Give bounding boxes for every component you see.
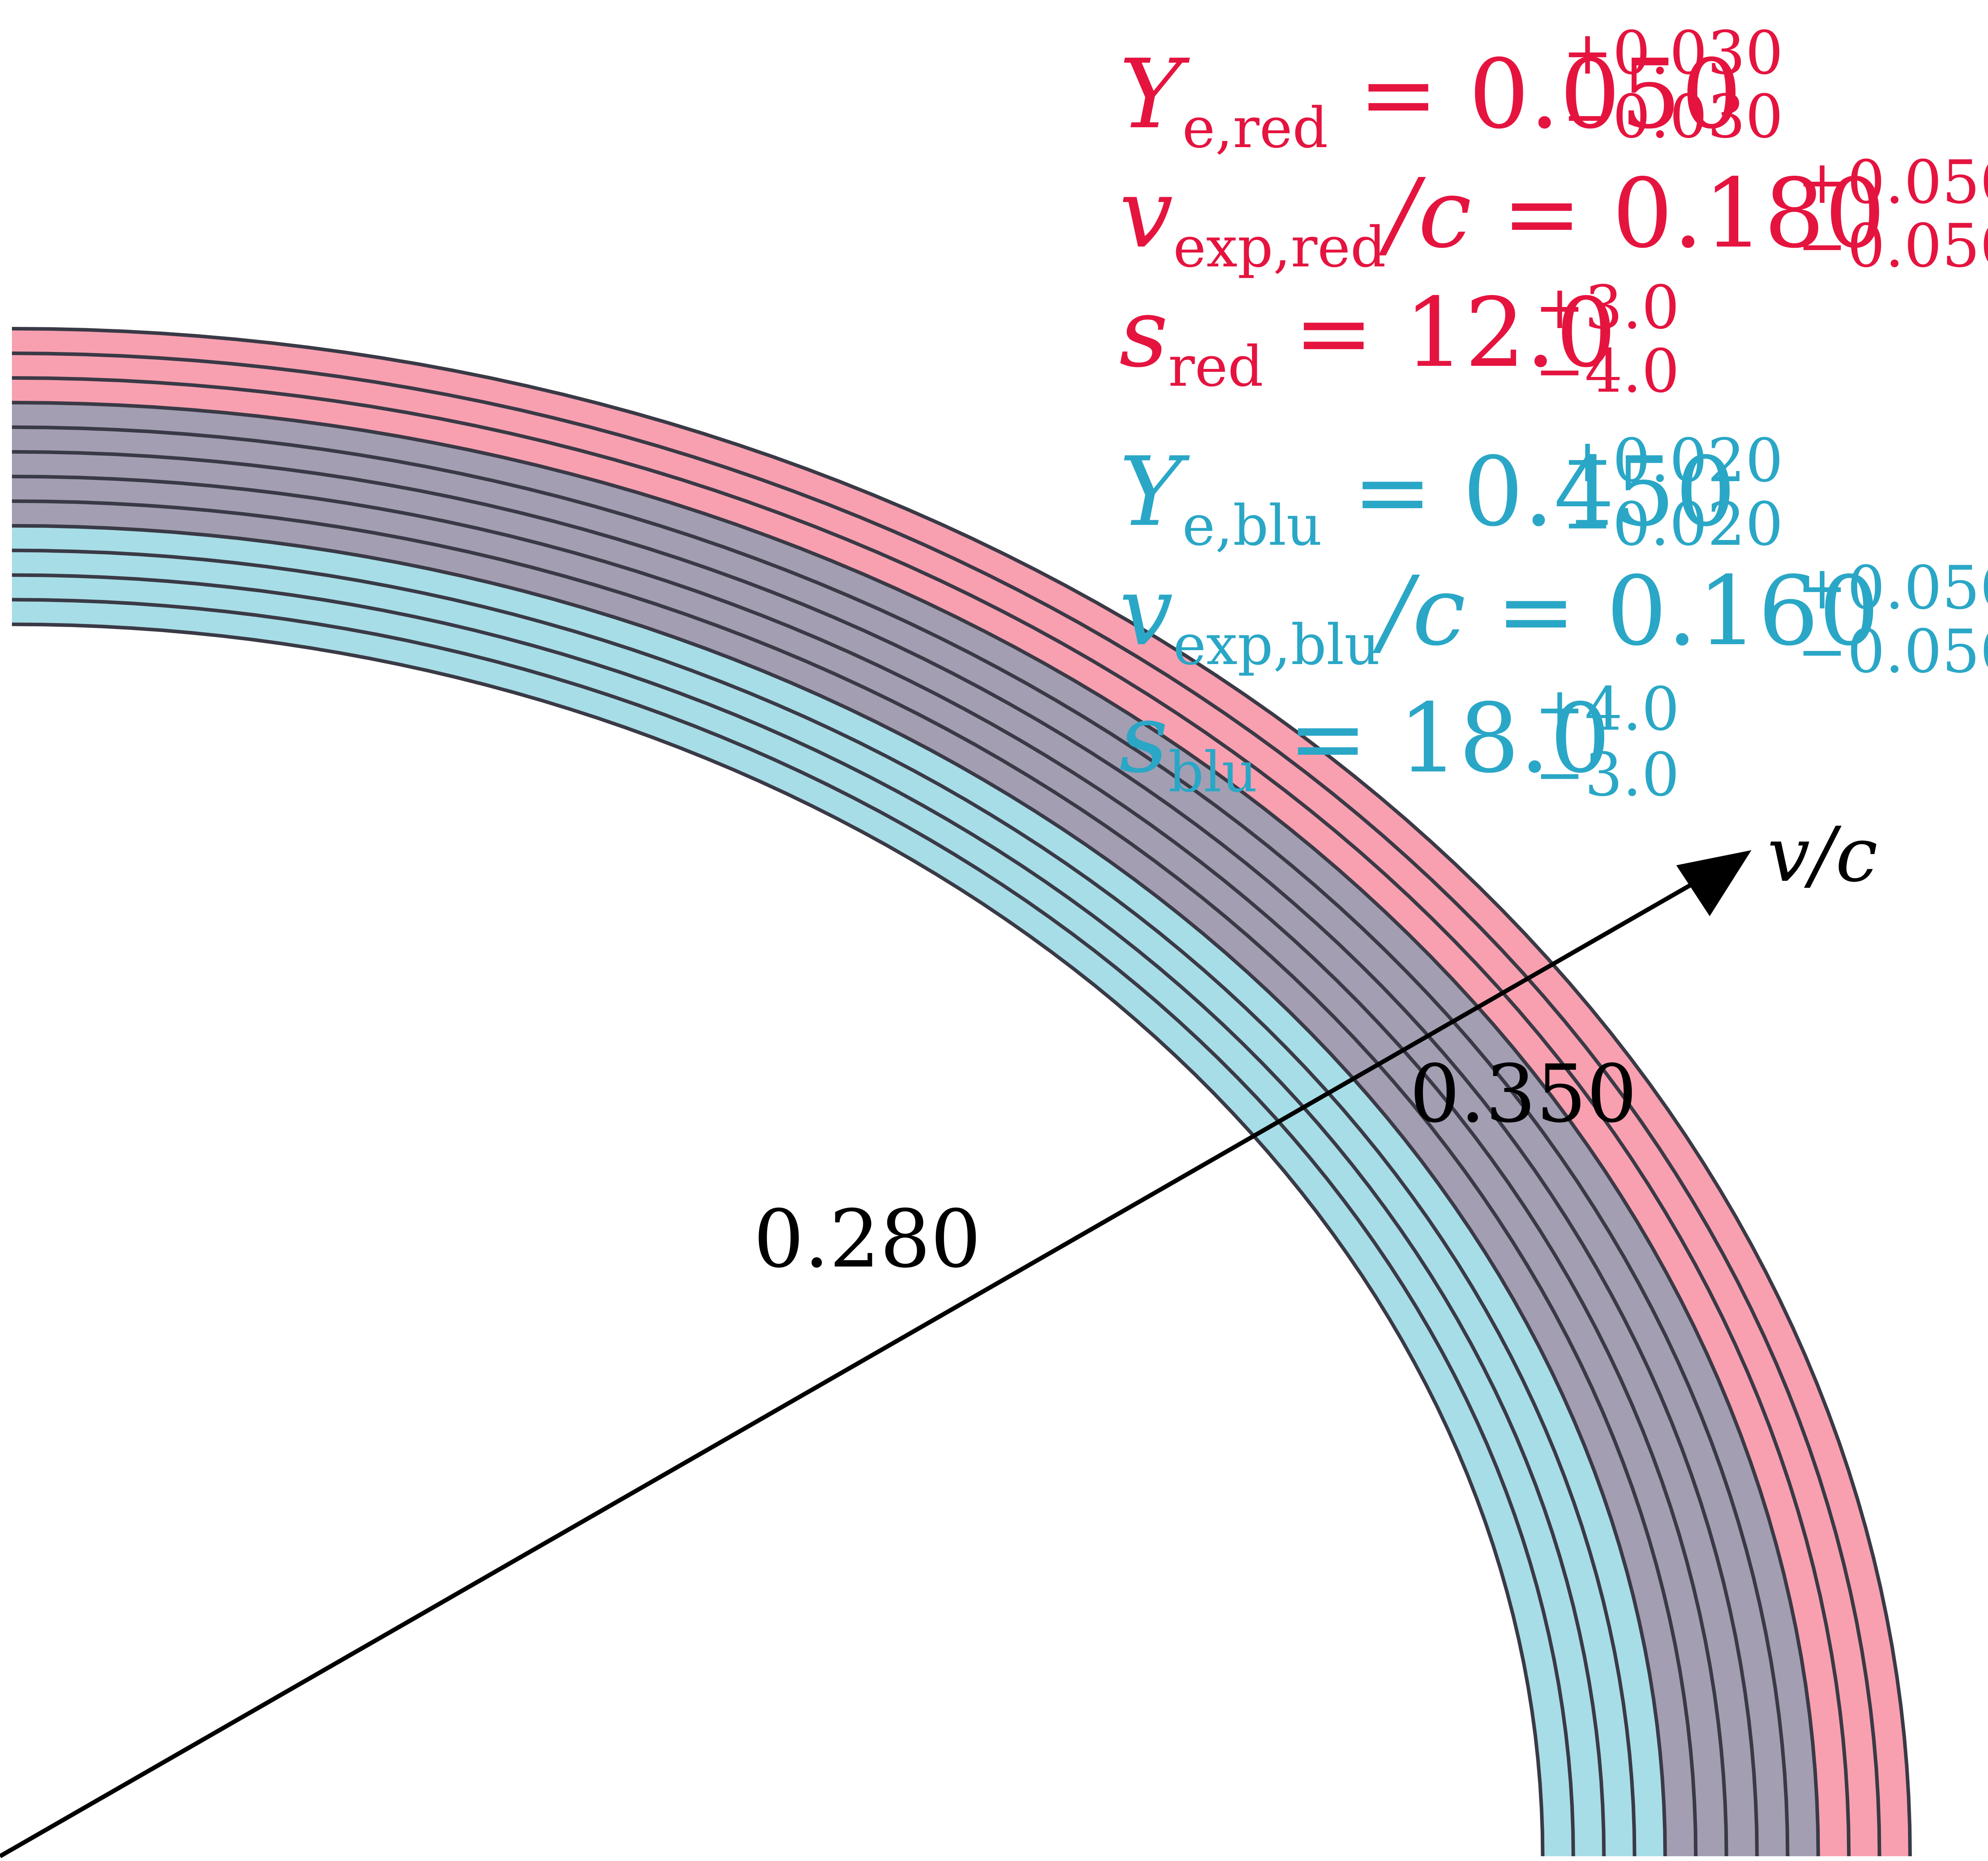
red-electron-fraction-lower: −0.030 <box>1563 82 1783 152</box>
blue-entropy-upper: +4.0 <box>1535 675 1679 744</box>
red-expansion-velocity-upper: +0.050 <box>1797 148 1988 217</box>
blue-expansion-velocity-upper: +0.050 <box>1797 554 1988 623</box>
red-electron-fraction-upper: +0.030 <box>1563 19 1783 88</box>
outer-radius-tick-label: 0.350 <box>1409 1048 1637 1140</box>
velocity-axis-label: v/c <box>1767 811 1878 899</box>
red-entropy-upper: +3.0 <box>1535 273 1679 342</box>
blue-expansion-velocity-lower: −0.050 <box>1797 617 1988 686</box>
red-expansion-velocity-lower: −0.050 <box>1797 212 1988 281</box>
axis-label-rest: /c <box>1804 811 1877 899</box>
axis-label-v: v <box>1767 811 1810 899</box>
inner-radius-tick-label: 0.280 <box>753 1193 981 1286</box>
blue-entropy-lower: −3.0 <box>1535 740 1679 810</box>
red-entropy-lower: −4.0 <box>1535 337 1679 406</box>
blue-electron-fraction-lower: −0.020 <box>1563 490 1783 559</box>
blue-electron-fraction-upper: +0.020 <box>1563 426 1783 495</box>
